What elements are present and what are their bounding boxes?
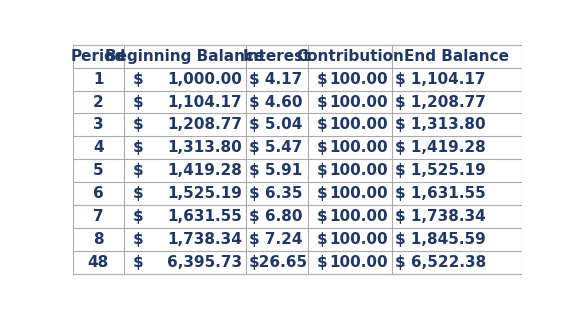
Text: 6: 6: [93, 186, 104, 201]
Text: $ 1,208.77: $ 1,208.77: [395, 95, 486, 110]
Text: 2: 2: [93, 95, 104, 110]
Text: $ 7.24: $ 7.24: [249, 232, 303, 247]
Text: $26.65: $26.65: [249, 255, 309, 270]
Text: 4: 4: [93, 140, 104, 155]
Text: 100.00: 100.00: [329, 255, 388, 270]
Text: 1,104.17: 1,104.17: [168, 95, 242, 110]
Text: $ 5.04: $ 5.04: [249, 117, 303, 132]
Text: 3: 3: [93, 117, 104, 132]
Text: $: $: [132, 255, 143, 270]
Text: 7: 7: [93, 209, 104, 224]
Text: $: $: [132, 72, 143, 87]
Text: $ 1,104.17: $ 1,104.17: [395, 72, 485, 87]
Text: $ 4.17: $ 4.17: [249, 72, 302, 87]
Text: 1,419.28: 1,419.28: [167, 163, 242, 178]
Text: $ 4.60: $ 4.60: [249, 95, 303, 110]
Text: Beginning Balance: Beginning Balance: [105, 49, 264, 64]
Text: 100.00: 100.00: [329, 95, 388, 110]
Text: $: $: [317, 232, 327, 247]
Text: $: $: [132, 163, 143, 178]
Text: $: $: [317, 72, 327, 87]
Text: $: $: [317, 95, 327, 110]
Text: Contribution: Contribution: [296, 49, 404, 64]
Text: 1,313.80: 1,313.80: [167, 140, 242, 155]
Text: $ 1,845.59: $ 1,845.59: [395, 232, 486, 247]
Text: $ 5.91: $ 5.91: [249, 163, 302, 178]
Text: 1,631.55: 1,631.55: [167, 209, 242, 224]
Text: 48: 48: [88, 255, 109, 270]
Text: 100.00: 100.00: [329, 140, 388, 155]
Text: $ 1,525.19: $ 1,525.19: [395, 163, 486, 178]
Text: $: $: [317, 140, 327, 155]
Text: Interest: Interest: [243, 49, 311, 64]
Text: 1: 1: [93, 72, 104, 87]
Text: $ 1,313.80: $ 1,313.80: [395, 117, 486, 132]
Text: 6,395.73: 6,395.73: [167, 255, 242, 270]
Text: 1,738.34: 1,738.34: [167, 232, 242, 247]
Text: 100.00: 100.00: [329, 209, 388, 224]
Text: $: $: [317, 117, 327, 132]
Text: $ 6,522.38: $ 6,522.38: [395, 255, 487, 270]
Text: $ 6.80: $ 6.80: [249, 209, 303, 224]
Text: 100.00: 100.00: [329, 72, 388, 87]
Text: $ 1,419.28: $ 1,419.28: [395, 140, 486, 155]
Text: $: $: [317, 209, 327, 224]
Text: $: $: [317, 255, 327, 270]
Text: $: $: [132, 140, 143, 155]
Text: 100.00: 100.00: [329, 232, 388, 247]
Text: 1,525.19: 1,525.19: [167, 186, 242, 201]
Text: $: $: [132, 232, 143, 247]
Text: $ 6.35: $ 6.35: [249, 186, 303, 201]
Text: $: $: [132, 186, 143, 201]
Text: $: $: [317, 163, 327, 178]
Text: $: $: [132, 95, 143, 110]
Text: $: $: [132, 209, 143, 224]
Text: 100.00: 100.00: [329, 117, 388, 132]
Text: 8: 8: [93, 232, 104, 247]
Text: End Balance: End Balance: [404, 49, 509, 64]
Text: $ 5.47: $ 5.47: [249, 140, 303, 155]
Text: $ 1,738.34: $ 1,738.34: [395, 209, 486, 224]
Text: 5: 5: [93, 163, 104, 178]
Text: Period: Period: [71, 49, 126, 64]
Text: 1,000.00: 1,000.00: [167, 72, 242, 87]
Text: $: $: [317, 186, 327, 201]
Text: $ 1,631.55: $ 1,631.55: [395, 186, 486, 201]
Text: 1,208.77: 1,208.77: [167, 117, 242, 132]
Text: 100.00: 100.00: [329, 163, 388, 178]
Text: $: $: [132, 117, 143, 132]
Text: 100.00: 100.00: [329, 186, 388, 201]
